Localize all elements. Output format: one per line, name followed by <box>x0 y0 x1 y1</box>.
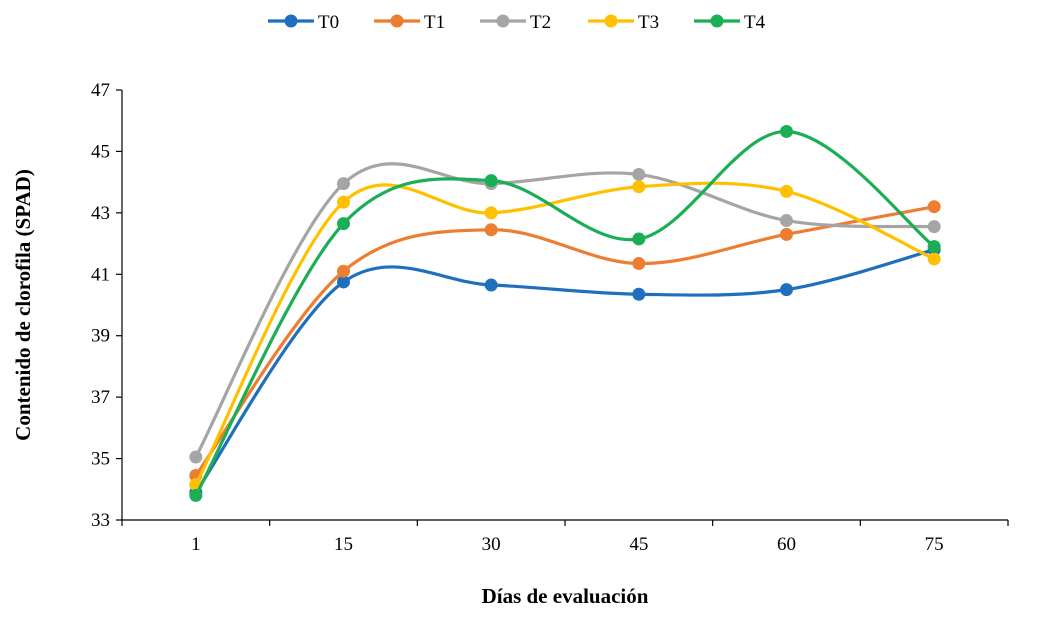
x-tick-label: 60 <box>777 534 796 555</box>
data-point-t3 <box>780 184 793 198</box>
data-point-t4 <box>484 174 498 188</box>
data-point-t4 <box>780 124 793 138</box>
legend-item-t3: T3 <box>588 12 659 33</box>
series-t3 <box>189 180 941 492</box>
legend-label: T3 <box>638 12 659 33</box>
y-tick-label: 47 <box>91 80 110 101</box>
series-t2 <box>189 162 941 464</box>
y-tick-label: 35 <box>91 449 110 470</box>
y-tick-label: 33 <box>91 510 110 531</box>
x-axis: 1 15 30 45 60 75 <box>121 519 1009 555</box>
data-point-t4 <box>189 488 203 502</box>
legend-item-t4: T4 <box>694 12 766 33</box>
x-tick-label: 45 <box>629 534 648 555</box>
data-point-t2 <box>780 214 793 228</box>
x-axis-title: Días de evaluación <box>482 584 649 608</box>
legend-label: T0 <box>318 12 339 33</box>
y-tick-label: 41 <box>91 264 110 285</box>
legend-swatch-marker <box>496 14 510 28</box>
data-point-t0 <box>780 283 793 297</box>
data-point-t4 <box>632 232 646 246</box>
legend-label: T4 <box>744 12 766 33</box>
legend-swatch-marker <box>390 14 404 28</box>
series-line-t4 <box>194 129 936 498</box>
y-tick-label: 37 <box>91 387 110 408</box>
y-tick-label: 45 <box>91 141 110 162</box>
data-point-t0 <box>632 287 646 301</box>
data-point-t1 <box>632 257 646 271</box>
legend-swatch-marker <box>604 14 618 28</box>
data-point-t2 <box>337 177 350 191</box>
series-line-t0 <box>194 248 936 494</box>
data-point-t4 <box>337 217 350 231</box>
x-tick-label: 30 <box>482 534 501 555</box>
data-point-t2 <box>189 450 203 464</box>
legend-swatch-marker <box>710 14 724 28</box>
data-point-t1 <box>927 200 941 214</box>
series-t1 <box>189 200 941 482</box>
legend-swatch-marker <box>284 14 298 28</box>
y-tick-label: 39 <box>91 326 110 347</box>
y-tick-label: 43 <box>91 203 110 224</box>
series-t4 <box>189 124 941 502</box>
y-axis: 33 35 37 39 41 43 45 47 <box>91 80 123 531</box>
data-point-t3 <box>927 252 941 266</box>
data-point-t1 <box>484 223 498 237</box>
legend-item-t1: T1 <box>374 12 445 33</box>
series-line-t1 <box>194 205 936 478</box>
x-tick-label: 75 <box>925 534 944 555</box>
legend-label: T1 <box>424 12 445 33</box>
data-point-t2 <box>927 220 941 234</box>
x-tick-label: 1 <box>191 534 201 555</box>
legend-item-t0: T0 <box>268 12 339 33</box>
y-axis-title: Contenido de clorofila (SPAD) <box>11 169 35 441</box>
data-point-t3 <box>337 195 350 209</box>
data-point-t3 <box>632 180 646 194</box>
data-point-t0 <box>337 275 350 289</box>
x-tick-label: 15 <box>334 534 353 555</box>
legend-label: T2 <box>530 12 551 33</box>
series-group <box>189 124 941 502</box>
data-point-t2 <box>632 167 646 181</box>
data-point-t1 <box>337 264 350 278</box>
data-point-t4 <box>927 240 941 254</box>
data-point-t0 <box>484 278 498 292</box>
legend: T0 T1 T2 T3 T4 <box>268 12 766 33</box>
data-point-t3 <box>484 206 498 220</box>
data-point-t1 <box>780 227 793 241</box>
legend-item-t2: T2 <box>480 12 551 33</box>
